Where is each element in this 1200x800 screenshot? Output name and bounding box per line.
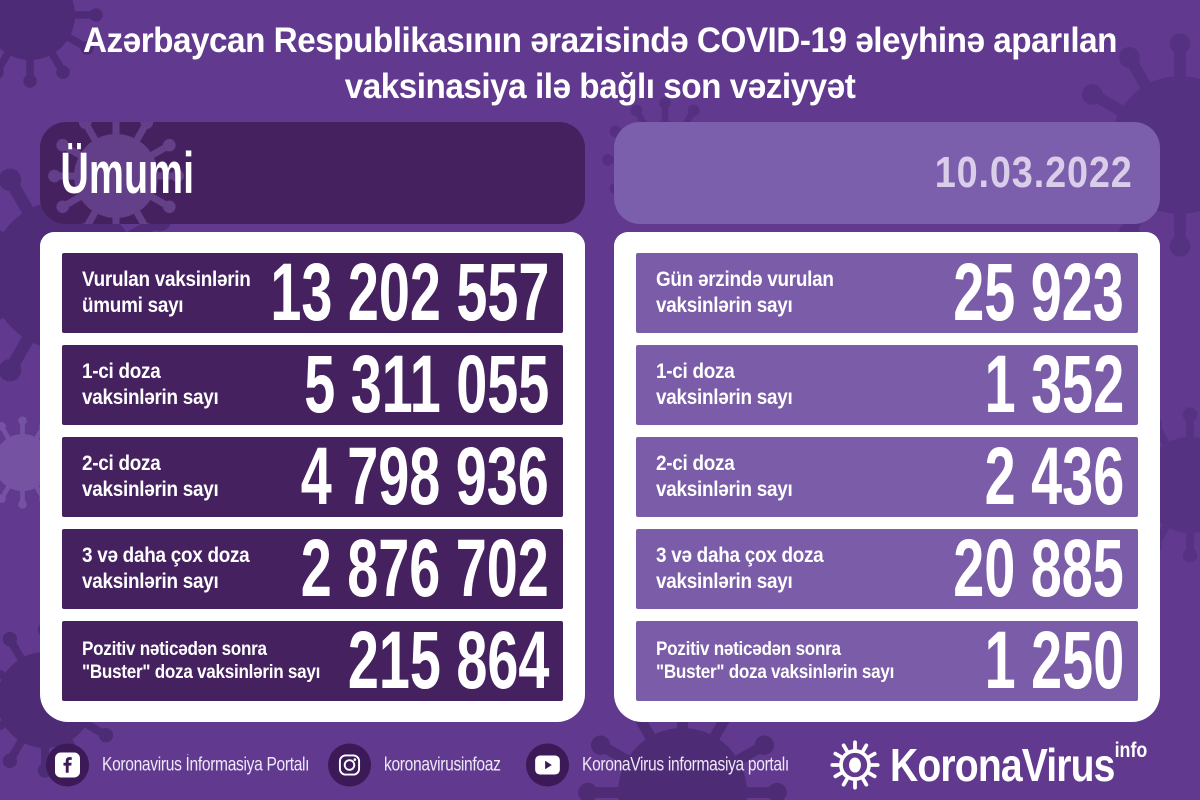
stat-label-line: Pozitiv nəticədən sonra: [82, 638, 267, 660]
stat-label: 2-ci doza vaksinlərin sayı: [82, 451, 219, 502]
left-panel-title: Ümumi: [60, 140, 195, 206]
stat-value: 20 885: [953, 523, 1124, 614]
stat-label-line: vaksinlərin sayı: [656, 478, 793, 501]
page-title: Azərbaycan Respublikasının ərazisində CO…: [0, 18, 1200, 110]
stat-label-line: Gün ərzində vurulan: [656, 268, 834, 292]
youtube-icon: [526, 743, 569, 787]
stat-label: 1-ci doza vaksinlərin sayı: [82, 359, 219, 410]
stat-label: Pozitiv nəticədən sonra "Buster" doza va…: [656, 638, 894, 684]
brand-logo: KoronaVirusinfo: [828, 738, 1193, 792]
table-row: Pozitiv nəticədən sonra "Buster" doza va…: [62, 615, 563, 706]
stat-value: 1 352: [984, 339, 1124, 430]
table-row: Gün ərzində vurulan vaksinlərin sayı 25 …: [636, 247, 1138, 338]
table-row: 3 və daha çox doza vaksinlərin sayı 2 87…: [62, 523, 563, 614]
facebook-link[interactable]: Koronavirus İnformasiya Portalı: [46, 743, 355, 787]
stat-value: 215 864: [347, 615, 549, 706]
stat-label: Gün ərzində vurulan vaksinlərin sayı: [656, 267, 834, 318]
stat-value: 2 436: [984, 431, 1124, 522]
stat-label-line: 1-ci doza: [82, 360, 161, 384]
facebook-icon: [46, 743, 89, 787]
stat-label-line: 3 və daha çox doza: [656, 544, 824, 568]
left-panel-header: Ümumi: [40, 122, 585, 224]
brand-name: KoronaVirusinfo: [890, 738, 1148, 791]
stat-label: 3 və daha çox doza vaksinlərin sayı: [656, 543, 824, 594]
stat-value: 13 202 557: [269, 247, 549, 338]
table-row: Vurulan vaksinlərin ümumi sayı 13 202 55…: [62, 247, 563, 338]
totals-card: Vurulan vaksinlərin ümumi sayı 13 202 55…: [40, 232, 585, 722]
stat-label-line: "Buster" doza vaksinlərin sayı: [656, 662, 895, 683]
stat-value: 4 798 936: [300, 431, 549, 522]
stat-label-line: "Buster" doza vaksinlərin sayı: [82, 662, 321, 683]
stat-value: 1 250: [984, 615, 1124, 706]
instagram-icon: [328, 743, 371, 787]
stat-label-line: 2-ci doza: [82, 452, 161, 476]
stat-label: Vurulan vaksinlərin ümumi sayı: [82, 267, 251, 318]
stat-label: 2-ci doza vaksinlərin sayı: [656, 451, 793, 502]
instagram-label: koronavirusinfoaz: [384, 754, 501, 775]
stat-label-line: 1-ci doza: [656, 360, 735, 384]
stat-label: 3 və daha çox doza vaksinlərin sayı: [82, 543, 250, 594]
right-panel-header: 10.03.2022: [614, 122, 1160, 224]
facebook-label: Koronavirus İnformasiya Portalı: [102, 754, 310, 775]
date-label: 10.03.2022: [934, 148, 1133, 197]
table-row: 1-ci doza vaksinlərin sayı 1 352: [636, 339, 1138, 430]
title-line-1: Azərbaycan Respublikasının ərazisində CO…: [82, 21, 1117, 60]
stat-label: Pozitiv nəticədən sonra "Buster" doza va…: [82, 638, 320, 684]
youtube-link[interactable]: KoronaVirus informasiya portalı: [526, 743, 834, 787]
stat-value: 25 923: [953, 247, 1124, 338]
stat-label-line: Pozitiv nəticədən sonra: [656, 638, 841, 660]
youtube-label: KoronaVirus informasiya portalı: [582, 754, 789, 775]
table-row: 3 və daha çox doza vaksinlərin sayı 20 8…: [636, 523, 1138, 614]
stat-label-line: ümumi sayı: [82, 294, 184, 317]
table-row: 1-ci doza vaksinlərin sayı 5 311 055: [62, 339, 563, 430]
stat-label-line: vaksinlərin sayı: [656, 386, 793, 409]
stat-label-line: vaksinlərin sayı: [656, 570, 793, 593]
stat-label-line: vaksinlərin sayı: [82, 478, 219, 501]
footer: Koronavirus İnformasiya Portalı koronavi…: [0, 730, 1200, 800]
stat-value: 5 311 055: [304, 339, 549, 430]
stat-value: 2 876 702: [300, 523, 549, 614]
table-row: 2-ci doza vaksinlərin sayı 4 798 936: [62, 431, 563, 522]
title-line-2: vaksinasiya ilə bağlı son vəziyyət: [344, 67, 856, 107]
stat-label-line: vaksinlərin sayı: [82, 570, 219, 593]
stat-label-line: 2-ci doza: [656, 452, 735, 476]
stat-label-line: 3 və daha çox doza: [82, 544, 250, 568]
virus-icon: [830, 740, 880, 790]
instagram-link[interactable]: koronavirusinfoaz: [328, 743, 526, 787]
stat-label: 1-ci doza vaksinlərin sayı: [656, 359, 793, 410]
daily-card: Gün ərzində vurulan vaksinlərin sayı 25 …: [614, 232, 1160, 722]
stat-label-line: vaksinlərin sayı: [82, 386, 219, 409]
stat-label-line: vaksinlərin sayı: [656, 294, 793, 317]
stat-label-line: Vurulan vaksinlərin: [82, 268, 251, 292]
table-row: Pozitiv nəticədən sonra "Buster" doza va…: [636, 615, 1138, 706]
brand-info-sup: info: [1114, 738, 1148, 762]
table-row: 2-ci doza vaksinlərin sayı 2 436: [636, 431, 1138, 522]
